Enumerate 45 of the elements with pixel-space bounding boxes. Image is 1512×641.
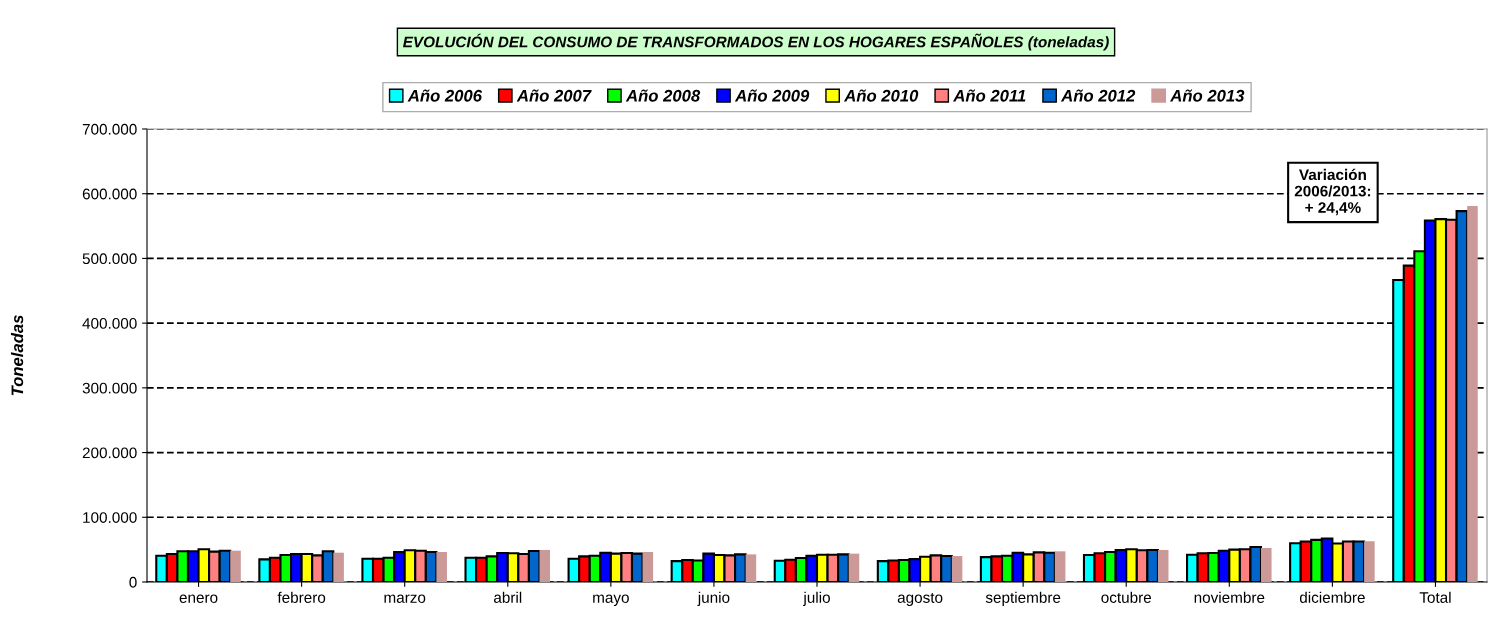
x-tick-label: marzo: [384, 594, 426, 603]
y-tick-label: 200.000: [82, 447, 137, 459]
x-tick-label: abril: [493, 591, 522, 603]
y-tick-label: 700.000: [82, 123, 137, 135]
legend-label: Año 2009: [734, 89, 810, 102]
x-tick-label: julio: [803, 591, 830, 606]
bar: [1054, 551, 1066, 582]
chart-title: EVOLUCIÓN DEL CONSUMO DE TRANSFORMADOS EN LOS HOGARES ESPAÑOLES (toneladas): [403, 33, 1109, 51]
annotation: Variación 2006/2013: + 24,4%: [1294, 168, 1371, 216]
legend-label: Año 2008: [625, 89, 701, 102]
y-axis-title: Toneladas: [10, 315, 24, 396]
legend-label: Año 2011: [953, 89, 1026, 102]
x-tick-label: agosto: [897, 592, 943, 606]
y-tick-label: 300.000: [82, 382, 137, 394]
x-tick-label: febrero: [277, 591, 326, 603]
bar: [1157, 549, 1169, 582]
x-tick-label: Total: [1419, 591, 1451, 603]
legend-label: Año 2006: [407, 89, 483, 102]
legend-label: Año 2012: [1060, 89, 1136, 102]
x-tick-label: octubre: [1101, 591, 1152, 603]
bar: [848, 553, 860, 582]
bar: [230, 550, 241, 582]
bar: [1467, 206, 1478, 582]
bar: [539, 549, 551, 582]
legend-label: Año 2010: [843, 89, 919, 102]
bar: [1364, 541, 1375, 582]
legend-label: Año 2007: [516, 89, 592, 102]
bar: [642, 551, 654, 582]
legend-label: Año 2013: [1170, 89, 1245, 102]
x-tick-label: septiembre: [985, 591, 1061, 606]
bar: [951, 556, 963, 582]
bar: [333, 552, 344, 582]
y-tick-label: 100.000: [83, 512, 137, 523]
y-tick-label: 500.000: [82, 253, 137, 265]
x-tick-label: mayo: [593, 594, 629, 606]
x-tick-label: enero: [179, 594, 218, 603]
x-tick-label: junio: [697, 591, 730, 606]
x-tick-label: diciembre: [1299, 591, 1365, 603]
bar: [745, 554, 757, 582]
bar: [436, 551, 447, 582]
y-tick-label: 400.000: [82, 318, 137, 329]
y-tick-label: 0: [129, 576, 137, 588]
x-tick-label: noviembre: [1194, 591, 1265, 603]
y-tick-label: 600.000: [82, 188, 137, 200]
bar: [1261, 547, 1272, 582]
